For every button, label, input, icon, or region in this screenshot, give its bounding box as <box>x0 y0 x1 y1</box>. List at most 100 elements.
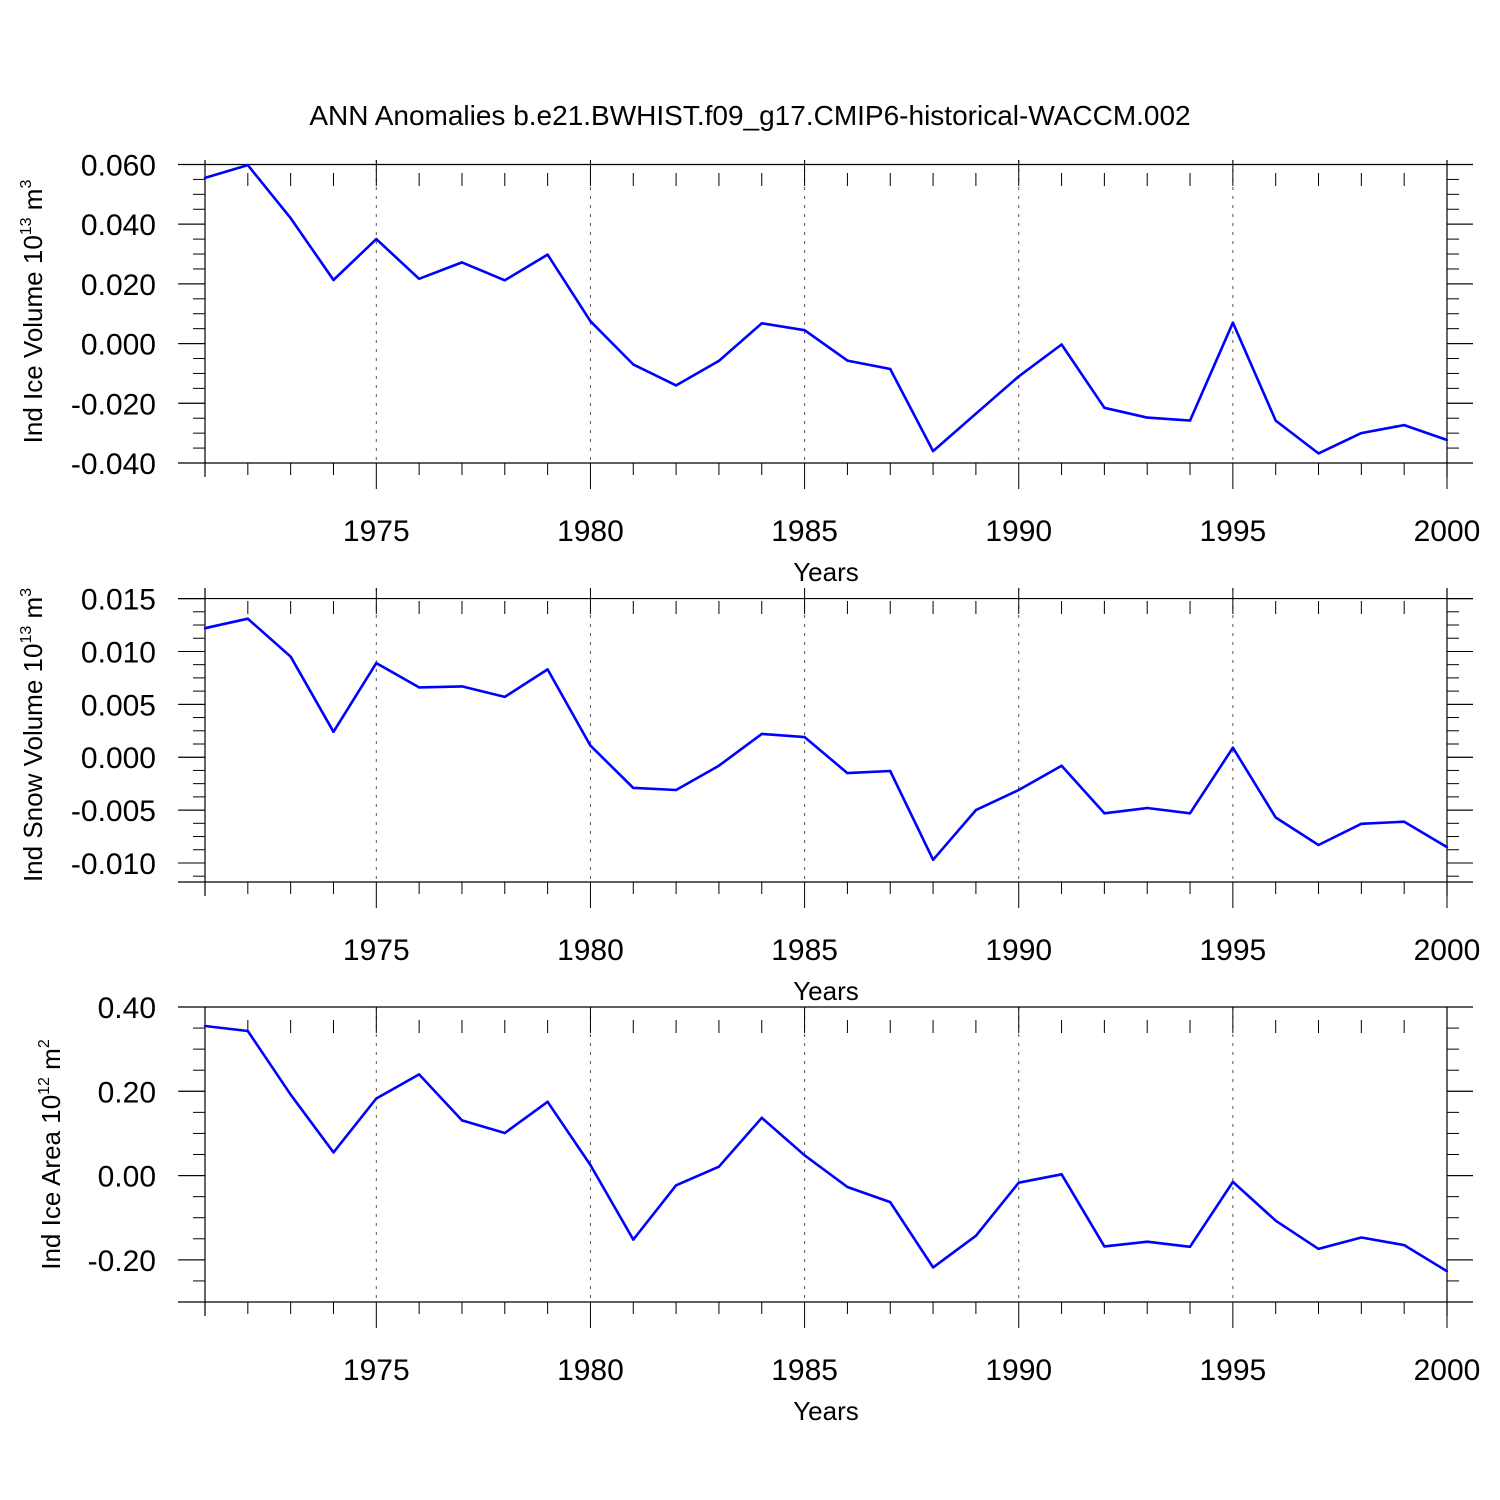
data-point <box>289 1093 292 1096</box>
data-point <box>1146 1240 1149 1243</box>
x-tick-label: 2000 <box>1414 934 1481 967</box>
x-tick-label: 2000 <box>1414 1354 1481 1387</box>
data-point <box>1274 419 1277 422</box>
data-point <box>1017 1181 1020 1184</box>
y-tick-label: -0.040 <box>71 448 156 481</box>
data-point <box>1060 343 1063 346</box>
y-tick-label: 0.40 <box>98 992 156 1025</box>
y-tick-label: 0.20 <box>98 1076 156 1109</box>
data-point <box>546 668 549 671</box>
data-point <box>375 661 378 665</box>
data-point <box>246 163 250 167</box>
data-point <box>203 626 207 630</box>
series-line-1 <box>204 1024 1448 1273</box>
x-tick-label: 1985 <box>771 934 838 967</box>
data-point <box>760 1116 763 1120</box>
y-tick-label: 0.000 <box>81 329 156 362</box>
data-point <box>1360 822 1363 826</box>
chart-panel-1: 0.060 0.040 0.020 0.000 -0.020 -0.040 1975 1980… <box>18 149 1480 587</box>
data-point <box>632 363 635 366</box>
x-tick-label: 1995 <box>1199 934 1266 967</box>
y-axis-title-unit-sup: 3 <box>18 588 35 597</box>
y-axis-title-sup: 13 <box>18 217 35 235</box>
data-point <box>1103 406 1106 409</box>
y-axis-title-sup: 13 <box>18 626 35 644</box>
y-tick-label: 0.010 <box>81 636 156 669</box>
y-tick-label: -0.010 <box>71 848 156 881</box>
x-tick-label: 1995 <box>1199 1354 1266 1387</box>
data-point <box>375 237 378 241</box>
data-point <box>1060 764 1063 767</box>
data-point <box>1188 812 1192 815</box>
y-tick-label: 0.060 <box>81 149 156 182</box>
x-tick-label: 1980 <box>557 934 624 967</box>
x-tick-label: 2000 <box>1414 515 1481 548</box>
data-point <box>1231 1180 1235 1184</box>
data-point <box>803 328 806 332</box>
data-point <box>460 685 464 688</box>
y-tick-label: 0.00 <box>98 1161 156 1194</box>
data-point <box>1231 321 1235 324</box>
chart-title: ANN Anomalies b.e21.BWHIST.f09_g17.CMIP6… <box>309 100 1190 131</box>
data-point <box>717 1165 721 1168</box>
data-point <box>503 279 506 282</box>
data-point <box>1360 1236 1363 1239</box>
data-point <box>974 1234 978 1238</box>
y-tick-label: 0.020 <box>81 269 156 302</box>
data-point <box>1445 845 1449 849</box>
data-point <box>503 1131 506 1135</box>
data-point <box>332 1151 335 1154</box>
data-point <box>417 277 421 281</box>
data-point <box>974 808 978 812</box>
series-line-1 <box>204 163 1448 455</box>
data-point <box>589 744 592 747</box>
data-point <box>1017 375 1020 378</box>
data-point <box>417 686 421 689</box>
data-point <box>1017 788 1020 792</box>
x-tick-label: 1995 <box>1199 515 1266 548</box>
data-point <box>375 1097 378 1100</box>
data-point <box>846 1185 849 1189</box>
data-point <box>1317 452 1320 455</box>
data-point <box>846 359 849 362</box>
data-point <box>503 695 506 699</box>
data-point <box>1317 1247 1320 1251</box>
data-point <box>889 1200 892 1204</box>
data-point <box>1402 423 1406 427</box>
data-point <box>674 788 678 792</box>
data-point <box>1445 1270 1449 1273</box>
y-tick-label: -0.005 <box>71 795 156 828</box>
data-point <box>332 730 335 734</box>
y-axis-title-text: Ind Ice Area 10 <box>36 1095 66 1270</box>
data-point <box>1231 746 1235 749</box>
data-point <box>760 322 763 325</box>
data-point <box>632 786 635 790</box>
data-point <box>589 1163 592 1167</box>
y-axis-title-text: Ind Snow Volume 10 <box>18 644 48 883</box>
data-point <box>1103 812 1106 815</box>
x-axis-title: Years <box>793 557 859 587</box>
data-point <box>1060 1173 1063 1176</box>
y-axis-title-unit: m <box>18 189 48 218</box>
y-tick-label: -0.020 <box>71 388 156 421</box>
data-point <box>417 1073 421 1076</box>
data-point <box>717 359 721 363</box>
x-tick-label: 1985 <box>771 1354 838 1387</box>
data-point <box>1445 438 1449 442</box>
data-point <box>589 320 592 323</box>
x-axis-title: Years <box>793 1396 859 1426</box>
x-tick-label: 1985 <box>771 515 838 548</box>
y-tick-label: 0.040 <box>81 209 156 242</box>
data-point <box>1146 416 1149 419</box>
y-tick-label: 0.015 <box>81 584 156 617</box>
y-axis-title-unit: m <box>18 597 48 626</box>
x-tick-label: 1990 <box>985 934 1052 967</box>
y-tick-label: 0.000 <box>81 742 156 775</box>
data-point <box>246 1029 250 1033</box>
data-point <box>203 1024 207 1028</box>
data-point <box>674 1184 678 1187</box>
data-point <box>760 732 763 736</box>
data-point <box>1274 1219 1277 1222</box>
